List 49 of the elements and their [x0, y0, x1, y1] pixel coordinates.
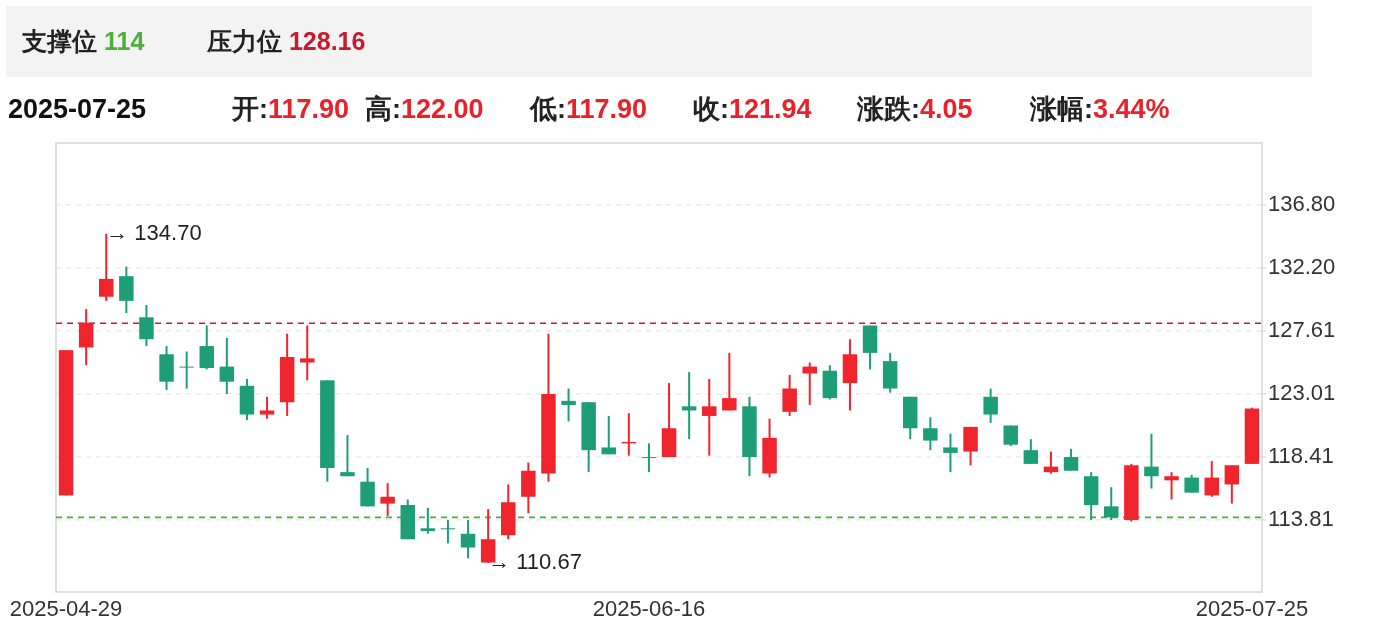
candlestick — [641, 442, 657, 474]
candlestick — [259, 395, 275, 420]
text: 涨跌:4.05 — [856, 94, 973, 124]
x-tick-label: 2025-04-29 — [9, 596, 123, 621]
y-tick-label: 127.61 — [1268, 316, 1336, 342]
text: 低:117.90 — [529, 94, 648, 124]
text: 涨幅:3.44% — [1029, 94, 1170, 124]
y-tick-label: 123.01 — [1268, 379, 1336, 405]
candlestick — [782, 373, 797, 417]
text: 2025-07-25 — [8, 94, 147, 124]
candlestick — [1063, 447, 1079, 472]
candlestick — [139, 303, 154, 348]
candlestick — [1204, 460, 1219, 498]
candlestick — [420, 506, 436, 535]
candlestick — [681, 371, 697, 441]
text: 收:121.94 — [693, 94, 812, 124]
candlestick — [943, 432, 958, 474]
candlestick — [702, 377, 717, 457]
candlestick — [923, 416, 938, 452]
candlestick — [1023, 438, 1039, 465]
candlestick — [722, 351, 737, 412]
y-tick-label: 118.41 — [1268, 442, 1334, 468]
candlestick — [300, 324, 315, 382]
annotation: → 134.70 — [106, 219, 202, 245]
y-tick-label: 132.20 — [1268, 253, 1336, 279]
x-tick-label: 2025-06-16 — [592, 596, 706, 621]
text: 开:117.90 — [231, 94, 350, 124]
text: 支撑位 114 — [21, 27, 145, 55]
candlestick — [1224, 464, 1240, 505]
candlestick — [380, 482, 395, 517]
candlestick — [1104, 486, 1119, 522]
candlestick — [340, 434, 355, 478]
candlestick — [601, 414, 616, 456]
candlestick — [199, 324, 214, 371]
text: 高:122.00 — [365, 94, 484, 124]
candlestick — [1144, 432, 1159, 490]
candlestick — [440, 519, 456, 545]
x-tick-label: 2025-07-25 — [1195, 596, 1309, 621]
y-tick-label: 113.81 — [1268, 505, 1334, 531]
text: 压力位 128.16 — [206, 27, 366, 55]
candlestick — [219, 336, 235, 396]
candlestick — [179, 350, 194, 390]
candlestick — [460, 519, 476, 560]
candlestick — [1164, 471, 1179, 501]
annotation: → 110.67 — [488, 548, 582, 574]
candlestick — [561, 387, 576, 423]
candlestick — [480, 508, 496, 564]
candlestick — [983, 387, 998, 424]
y-tick-label: 136.80 — [1268, 190, 1336, 216]
